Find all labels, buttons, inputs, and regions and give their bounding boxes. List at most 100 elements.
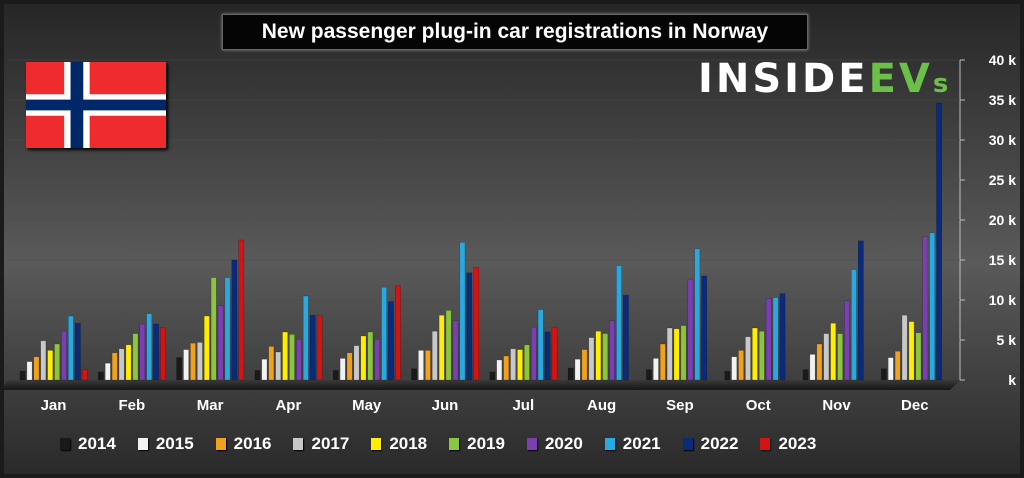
logo-text-main: INSIDE: [698, 56, 869, 102]
legend-item-2019: 2019: [449, 430, 505, 458]
bar-2015-may: [339, 358, 346, 381]
x-tick-label: Nov: [822, 397, 851, 414]
y-tick-label: 40 k: [989, 52, 1016, 68]
bar-2020-aug: [609, 320, 615, 381]
bar-2018-sep: [673, 328, 680, 381]
plot-floor: [0, 380, 960, 390]
bar-2018-apr: [282, 331, 288, 381]
bar-2015-apr: [261, 358, 268, 381]
bar-2020-feb: [139, 323, 146, 381]
bar-2021-may: [381, 286, 387, 381]
legend-label: 2016: [233, 434, 272, 453]
x-tick-label: Jun: [432, 397, 459, 414]
insideevs-logo: INSIDEEVs: [698, 56, 948, 102]
bar-2023-apr: [316, 314, 323, 381]
x-tick-labels: Jan Feb Mar Apr May Jun Jul Aug Sep Oct Nov Dec: [41, 397, 929, 414]
bar-2017-jul: [510, 348, 516, 381]
bar-2022-oct: [779, 293, 786, 381]
bar-2021-feb: [146, 313, 153, 381]
bar-2016-oct: [738, 350, 744, 381]
bar-2021-jul: [537, 309, 544, 381]
bar-2016-may: [346, 352, 353, 381]
bar-2020-mar: [217, 305, 224, 381]
legend-swatch: [60, 438, 70, 450]
x-tick-label: Feb: [118, 397, 145, 414]
bar-2021-jun: [459, 242, 466, 381]
bar-2022-dec: [936, 102, 942, 381]
legend: 2014 2015 2016 2017 2018 2019 2020 2021 2022 2023: [60, 430, 990, 458]
legend-label: 2020: [544, 434, 583, 453]
bar-2017-dec: [901, 314, 908, 381]
logo-text-ev: EV: [868, 56, 933, 102]
legend-item-2020: 2020: [526, 430, 583, 458]
bar-2023-jun: [473, 266, 480, 381]
x-tick-label: Jan: [41, 397, 67, 414]
chart-title: New passenger plug-in car registrations …: [222, 14, 808, 50]
y-tick-label: 35 k: [989, 92, 1016, 108]
y-tick-label: 25 k: [989, 172, 1016, 188]
bar-2014-mar: [176, 357, 183, 381]
bar-2014-dec: [881, 368, 887, 381]
legend-item-2022: 2022: [682, 430, 739, 458]
bar-2022-jan: [74, 322, 81, 381]
bar-2014-feb: [98, 371, 104, 381]
bar-2018-may: [360, 335, 367, 381]
y-tick-labels: k 5 k 10 k 15 k 20 k 25 k 30 k 35 k 40 k: [960, 52, 1016, 388]
bar-2020-jul: [530, 326, 537, 381]
bar-2014-apr: [254, 370, 261, 381]
legend-item-2018: 2018: [371, 430, 427, 458]
bar-2018-feb: [125, 344, 132, 381]
x-tick-label: Mar: [197, 397, 224, 414]
plot-background: [4, 4, 1020, 474]
bar-2014-jun: [411, 368, 417, 381]
bar-2019-feb: [132, 333, 139, 381]
bar-2022-jul: [544, 331, 551, 381]
legend-swatch: [137, 438, 148, 450]
legend-swatch: [293, 438, 304, 450]
legend-label: 2017: [311, 434, 350, 453]
x-tick-label: Jul: [512, 397, 534, 414]
bar-2016-nov: [816, 343, 823, 381]
bar-2021-sep: [694, 248, 701, 381]
bar-2017-jan: [40, 340, 47, 381]
legend-label: 2015: [155, 434, 194, 453]
y-tick-label: k: [1008, 372, 1016, 388]
bar-2022-feb: [153, 323, 159, 381]
bar-2014-may: [332, 370, 339, 381]
bar-2015-aug: [574, 358, 581, 381]
bar-2019-sep: [680, 325, 687, 381]
bar-2021-mar: [224, 277, 231, 381]
bar-2023-mar: [238, 239, 245, 381]
x-tick-label: Sep: [666, 397, 694, 414]
legend-label: 2021: [622, 434, 661, 453]
bar-2018-jun: [438, 314, 445, 381]
bar-2015-feb: [104, 362, 111, 381]
logo-text-s: s: [932, 69, 949, 99]
bar-2016-mar: [190, 342, 196, 381]
bar-2016-jan: [33, 356, 40, 381]
bar-2020-apr: [296, 338, 302, 381]
bar-2022-aug: [623, 294, 629, 381]
legend-swatch: [449, 438, 460, 450]
legend-label: 2022: [700, 434, 739, 453]
bar-2017-may: [353, 345, 360, 381]
bar-2018-jul: [517, 349, 523, 381]
bar-2022-may: [388, 301, 394, 381]
bar-2022-nov: [857, 240, 864, 381]
bar-2016-dec: [894, 350, 901, 381]
legend-item-2016: 2016: [215, 430, 272, 458]
bar-2022-sep: [701, 275, 708, 381]
legend-item-2023: 2023: [760, 430, 816, 458]
bar-2019-nov: [837, 333, 843, 381]
bars: [19, 102, 942, 381]
bar-2019-jul: [524, 344, 530, 381]
bar-2019-oct: [758, 330, 765, 381]
bar-2015-sep: [653, 358, 659, 381]
bar-2019-jun: [445, 310, 452, 381]
bar-2016-feb: [111, 352, 118, 381]
legend-swatch: [526, 438, 537, 450]
bar-2021-oct: [772, 297, 779, 381]
bar-2019-mar: [210, 277, 217, 381]
legend-label: 2023: [778, 434, 817, 453]
bar-2018-jan: [47, 350, 54, 381]
